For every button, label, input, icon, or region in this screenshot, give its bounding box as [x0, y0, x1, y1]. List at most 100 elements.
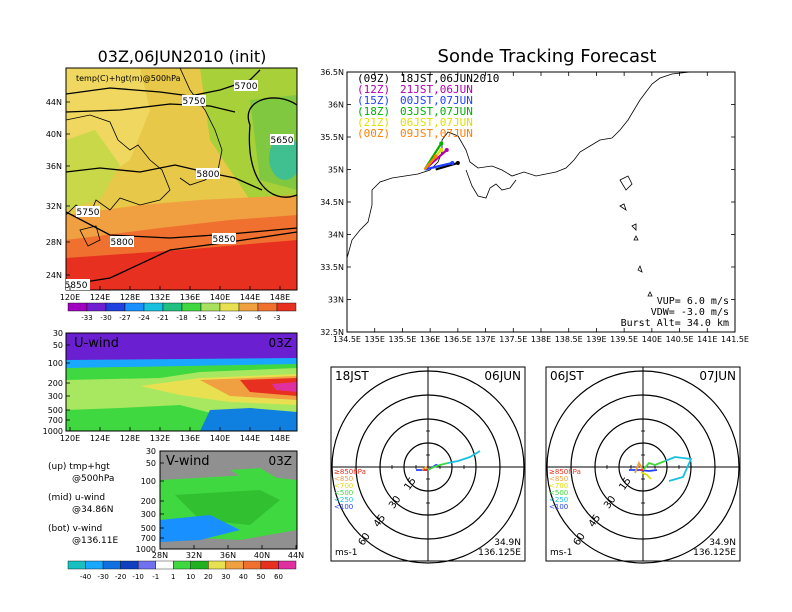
lat-tick-label: 28N	[46, 238, 62, 247]
colorbar-label: 40	[239, 573, 248, 581]
hodograph-lon: 136.125E	[693, 548, 736, 558]
lon-tick-label: 137.5E	[499, 335, 527, 344]
hodograph-trace	[634, 460, 644, 474]
lon-tick-label: 136E	[180, 293, 200, 302]
v-wind-label: V-wind	[166, 454, 210, 469]
level-legend-entry: <250	[334, 496, 353, 504]
pressure-tick-label: 30	[53, 329, 63, 338]
lat-tick-label: 24N	[46, 271, 62, 280]
colorbar-label: -27	[119, 314, 130, 322]
lon-tick-label: 124E	[90, 434, 110, 443]
colorbar-swatch	[238, 302, 259, 312]
lon-tick-label: 136E	[420, 335, 440, 344]
colorbar-swatch	[137, 560, 156, 570]
colorbar-swatch	[200, 302, 221, 312]
lon-tick-label: 139E	[586, 335, 606, 344]
pressure-tick-label: 300	[48, 392, 63, 401]
colorbar-swatch	[105, 302, 126, 312]
colorbar-label: 30	[221, 573, 230, 581]
colorbar-label: -10	[132, 573, 143, 581]
pressure-tick-label: 500	[48, 406, 63, 415]
u-band-red	[240, 378, 297, 396]
vup-text: VUP= 6.0 m/s	[657, 296, 729, 307]
map-band-red	[66, 240, 297, 290]
v-frame	[159, 450, 298, 550]
colorbar-label: -15	[195, 314, 206, 322]
colorbar-label: -33	[81, 314, 92, 322]
colorbar-swatch	[67, 302, 88, 312]
panel-notes: (up) tmp+hgt @500hPa (mid) u-wind @34.86…	[48, 462, 118, 546]
map-frame	[65, 67, 298, 291]
lat-tick-label: 32N	[46, 202, 62, 211]
wind-colorbar: -40 -30 -20 -10 -1 1 10 20 30 40 50 60	[67, 560, 297, 581]
hodograph-time: 18JST	[335, 369, 369, 383]
pressure-tick-label: 500	[141, 524, 156, 533]
level-legend-entry: <100	[334, 503, 353, 511]
colorbar-label: -12	[214, 314, 225, 322]
colorbar-swatch	[162, 302, 183, 312]
lon-tick-label: 148E	[270, 293, 290, 302]
track-legend-text: 03JST,07JUN	[400, 105, 473, 118]
colorbar-label: -21	[157, 314, 168, 322]
track-legend-text: 06JST,07JUN	[400, 116, 473, 129]
lat-tick-label: 34N	[328, 231, 344, 240]
temperature-map-panel: temp(C)+hgt(m)@500hPa 5700 5750 5650 580…	[46, 67, 298, 302]
contour-line-5850	[66, 231, 297, 286]
burst-point	[444, 148, 449, 152]
island	[631, 223, 637, 231]
colorbar-label: 10	[186, 573, 195, 581]
hodograph-trace	[447, 450, 481, 464]
track-legend-key: (21Z)	[357, 116, 390, 129]
burst-point	[439, 148, 444, 152]
lat-tick-label: 36N	[46, 162, 62, 171]
level-legend-entry: <700	[334, 482, 353, 490]
lon-tick-label: 120E	[60, 293, 80, 302]
coastline-taiwan	[79, 225, 101, 247]
lat-tick-label: 40N	[254, 551, 270, 560]
pressure-tick-label: 100	[48, 359, 63, 368]
colorbar-label: -24	[138, 314, 150, 322]
lon-tick-label: 138.5E	[555, 335, 583, 344]
burst-point	[450, 161, 455, 165]
contour-line-5650	[247, 97, 297, 198]
u-band-low-blue	[200, 408, 297, 431]
lon-tick-label: 140E	[642, 335, 662, 344]
u-wind-time: 03Z	[269, 336, 293, 350]
colorbar-label: -20	[115, 573, 126, 581]
burst-point	[433, 154, 438, 159]
lat-tick-label: 32.5N	[320, 328, 344, 337]
lat-tick-label: 33.5N	[320, 263, 344, 272]
contour-label: 5850	[65, 281, 88, 291]
level-legend-entry: <700	[549, 482, 568, 490]
hodograph-trace	[640, 471, 652, 480]
sonde-track-line	[435, 161, 459, 171]
pressure-tick-label: 50	[146, 459, 156, 468]
contour-line-5800-south	[66, 211, 297, 239]
level-legend-entry: ≥850hPa	[334, 468, 366, 476]
pressure-tick-label: 700	[48, 416, 63, 425]
level-legend-entry: <500	[334, 489, 353, 497]
lat-tick-label: 44N	[288, 551, 304, 560]
lon-tick-label: 136.5E	[444, 335, 472, 344]
pressure-tick-label: 100	[141, 477, 156, 486]
level-legend-entry: ≥850hPa	[549, 468, 581, 476]
colorbar-swatch	[102, 560, 121, 570]
colorbar-swatch	[257, 302, 278, 312]
track-legend-text: 00JST,07JUN	[400, 94, 473, 107]
pressure-tick-label: 1000	[43, 427, 63, 436]
lon-tick-label: 140.5E	[666, 335, 694, 344]
lon-tick-label: 124E	[90, 293, 110, 302]
lat-tick-label: 34.5N	[320, 198, 344, 207]
pressure-tick-label: 200	[48, 379, 63, 388]
island	[637, 264, 643, 273]
colorbar-swatch	[276, 302, 297, 312]
u-frame	[65, 332, 298, 432]
level-legend-entry: <250	[549, 496, 568, 504]
contour-label: 5650	[271, 136, 294, 146]
hodograph-lat: 34.9N	[494, 538, 521, 548]
colorbar-label: 50	[256, 573, 265, 581]
note-mid-line2: @34.86N	[72, 505, 114, 515]
